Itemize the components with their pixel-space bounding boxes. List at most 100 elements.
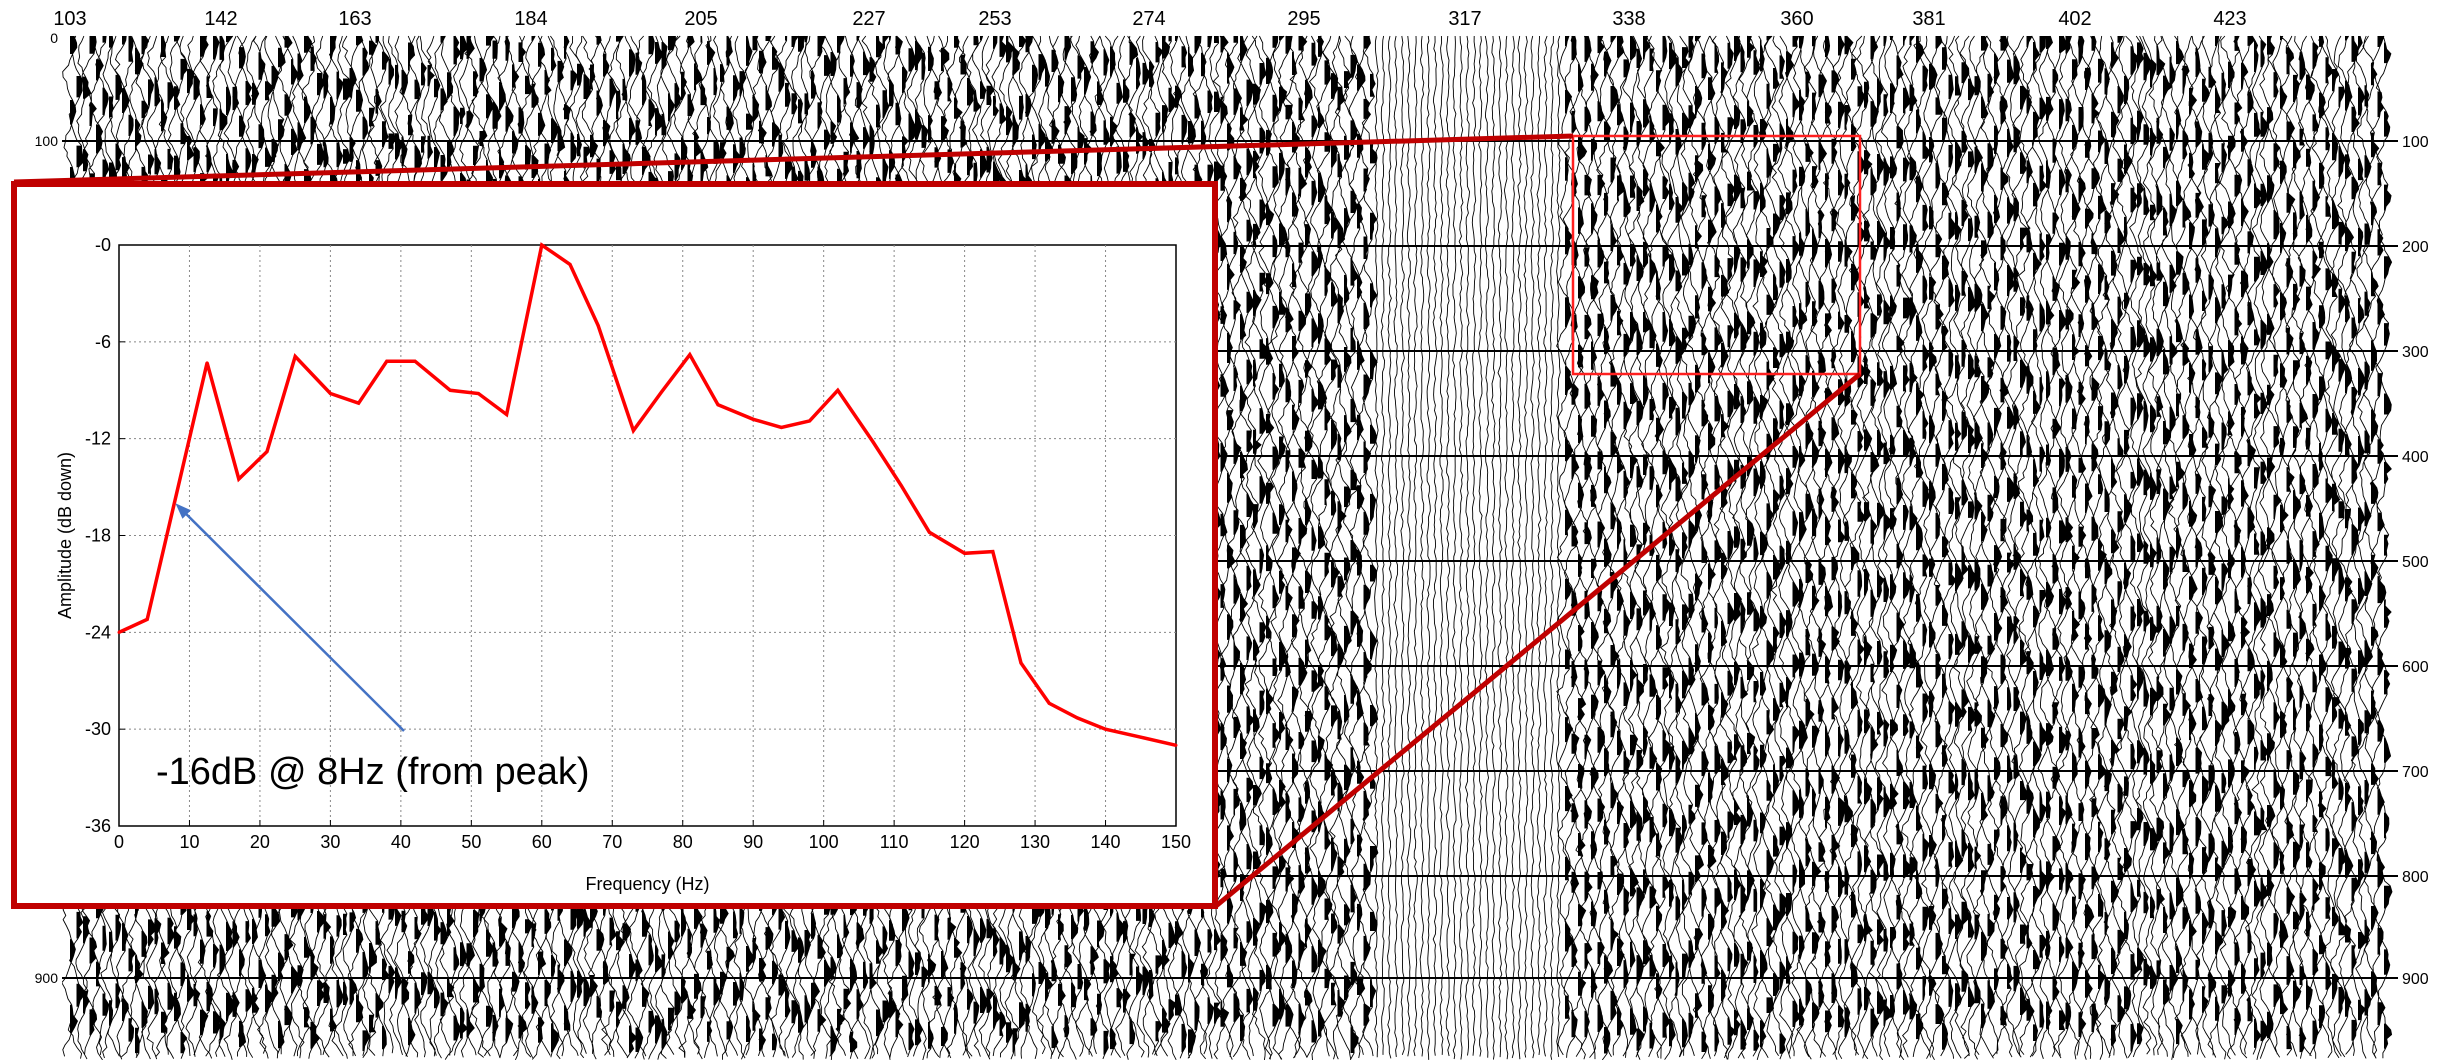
time-axis-right: 100 200 300 400 500 600 700 800 900 (2384, 134, 2429, 988)
trace-number-label: 360 (1780, 8, 1813, 30)
spectrum-point (1047, 701, 1051, 705)
x-tick-label: 20 (250, 832, 270, 852)
y-tick-label: -12 (85, 429, 111, 449)
x-axis: 0 10 20 30 40 50 60 70 80 90 100 110 120 130 140 150 (114, 820, 1191, 852)
spectrum-point (631, 429, 635, 433)
spectrum-point (145, 617, 149, 621)
trace-number-label: 274 (1132, 8, 1165, 30)
x-tick-label: 10 (179, 832, 199, 852)
spectrum-point (688, 353, 692, 357)
spectrum-point (899, 483, 903, 487)
x-tick-label: 30 (320, 832, 340, 852)
spectrum-point (1139, 735, 1143, 739)
time-tick-label: 800 (2402, 869, 2429, 886)
trace-number-label: 423 (2213, 8, 2246, 30)
time-tick-label-left: 900 (35, 970, 59, 986)
y-tick-label: -24 (85, 622, 111, 642)
spectrum-point (413, 359, 417, 363)
spectrum-point (568, 262, 572, 266)
trace-number-label: 317 (1448, 8, 1481, 30)
spectrum-point (1019, 661, 1023, 665)
x-tick-label: 70 (602, 832, 622, 852)
spectrum-point (540, 243, 544, 247)
spectrum-point (448, 388, 452, 392)
spectrum-point (596, 324, 600, 328)
x-tick-label: 140 (1091, 832, 1121, 852)
spectrum-point (265, 450, 269, 454)
x-tick-label: 120 (950, 832, 980, 852)
spectrum-point (808, 419, 812, 423)
trace-number-label: 227 (852, 8, 885, 30)
y-tick-label: -0 (95, 235, 111, 255)
y-tick-label: -18 (85, 526, 111, 546)
annotation-text: -16dB @ 8Hz (from peak) (156, 751, 590, 793)
trace-number-label: 338 (1612, 8, 1645, 30)
time-axis-left: 0 100 900 (35, 30, 59, 986)
spectrum-point (357, 401, 361, 405)
spectrum-point (205, 361, 209, 365)
callout-connector-top (13, 133, 1574, 185)
trace-number-label: 205 (684, 8, 717, 30)
trace-number-label: 163 (338, 8, 371, 30)
time-tick-label: 400 (2402, 449, 2429, 466)
spectrum-point (1075, 716, 1079, 720)
zoom-region-box (1571, 134, 1862, 376)
spectrum-point (871, 440, 875, 444)
annotation-arrow (178, 506, 405, 732)
x-tick-label: 0 (114, 832, 124, 852)
annotation-arrowhead (175, 503, 191, 519)
time-tick-label: 700 (2402, 764, 2429, 781)
gridlines (119, 245, 1176, 826)
spectrum-point (117, 630, 121, 634)
y-axis: -0 -6 -12 -18 -24 -30 -36 (85, 235, 125, 836)
spectrum-point (328, 391, 332, 395)
x-tick-label: 50 (461, 832, 481, 852)
spectrum-point (963, 551, 967, 555)
time-tick-label-left: 100 (35, 133, 59, 149)
callout-connector-bottom (1214, 372, 1862, 908)
plot-frame (118, 244, 1177, 827)
spectrum-point (836, 388, 840, 392)
trace-number-axis: 103 142 163 184 205 227 253 274 295 317 338 360 381 4… (53, 8, 2246, 30)
x-tick-label: 110 (880, 832, 909, 852)
time-tick-label: 300 (2402, 344, 2429, 361)
top-axis-band (0, 0, 2450, 34)
series-0 (117, 242, 1178, 748)
spectrum-point (293, 354, 297, 358)
trace-number-label: 295 (1287, 8, 1320, 30)
trace-number-label: 253 (978, 8, 1011, 30)
time-tick-label: 100 (2402, 134, 2429, 151)
right-axis-band (2398, 34, 2450, 1060)
time-tick-label: 600 (2402, 659, 2429, 676)
trace-number-label: 103 (53, 8, 86, 30)
spectrum-point (716, 403, 720, 407)
zoom-callout (13, 133, 1862, 908)
spectrum-inset: 0 10 20 30 40 50 60 70 80 90 100 110 120 130 140 150-0-… (11, 181, 1218, 909)
spectrum-point (1104, 727, 1108, 731)
x-tick-label: 130 (1020, 832, 1050, 852)
spectrum-point (476, 391, 480, 395)
spectrum-point (237, 477, 241, 481)
spectrum-point (991, 550, 995, 554)
spectrum-point (779, 425, 783, 429)
y-axis-label: Amplitude (dB down) (55, 452, 75, 619)
x-axis-label: Frequency (Hz) (585, 874, 709, 894)
trace-number-label: 184 (514, 8, 547, 30)
x-tick-label: 80 (673, 832, 693, 852)
x-tick-label: 150 (1161, 832, 1191, 852)
time-tick-label-left: 0 (50, 30, 58, 46)
spectrum-point (927, 530, 931, 534)
annotation: -16dB @ 8Hz (from peak) (156, 503, 590, 793)
x-tick-label: 40 (391, 832, 411, 852)
y-tick-label: -6 (95, 332, 111, 352)
spectrum-point (385, 359, 389, 363)
spectrum-point (660, 390, 664, 394)
x-tick-label: 90 (743, 832, 763, 852)
spectrum-point (505, 412, 509, 416)
trace-number-label: 142 (204, 8, 237, 30)
x-tick-label: 100 (809, 832, 839, 852)
y-tick-label: -36 (85, 816, 111, 836)
y-tick-label: -30 (85, 719, 111, 739)
time-tick-label: 500 (2402, 554, 2429, 571)
